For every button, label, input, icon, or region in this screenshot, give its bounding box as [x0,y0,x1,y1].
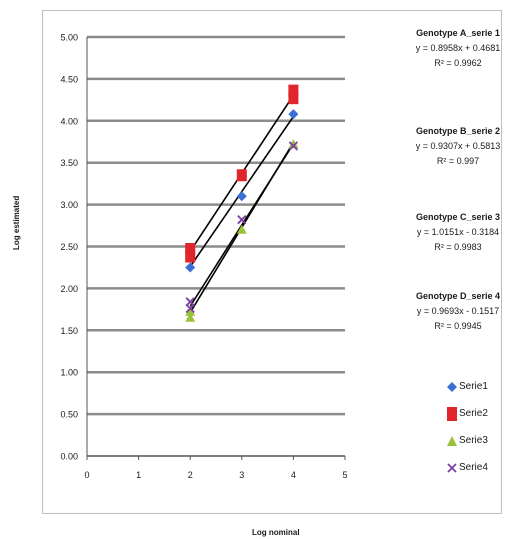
r-squared: R² = 0.9983 [434,242,482,252]
data-point-serie3 [185,312,196,322]
y-tick-label: 4.50 [60,74,78,84]
r-squared: R² = 0.9962 [434,58,482,68]
equation-text: y = 0.9307x + 0.5813 [415,141,501,151]
legend-label: Serie1 [459,381,488,392]
r-squared: R² = 0.997 [436,156,480,166]
y-tick-label: 3.00 [60,200,78,210]
data-point-serie2 [185,250,196,263]
legend-label: Serie3 [459,435,488,446]
legend-label: Serie2 [459,408,488,419]
equation-block-serie1: Genotype A_serie 1 y = 0.8958x + 0.4681 … [412,26,504,71]
r-squared: R² = 0.9945 [434,321,482,331]
equation-text: y = 0.9693x - 0.1517 [416,306,500,316]
y-tick-label: 1.00 [60,368,78,378]
data-point-serie2 [288,92,299,105]
triangle-marker-icon [447,436,457,446]
equation-title: Genotype D_serie 4 [415,291,501,301]
y-tick-label: 1.50 [60,326,78,336]
data-point-serie4 [288,141,299,151]
y-tick-label: 0.00 [60,452,78,462]
y-tick-label: 2.50 [60,242,78,252]
equation-text: y = 1.0151x - 0.3184 [416,227,500,237]
x-tick-label: 1 [136,470,141,480]
y-tick-label: 3.50 [60,158,78,168]
data-point-serie2 [236,169,247,182]
legend-label: Serie4 [459,462,488,473]
equation-block-serie4: Genotype D_serie 4 y = 0.9693x - 0.1517 … [412,289,504,334]
x-tick-label: 4 [291,470,296,480]
y-tick-label: 0.50 [60,410,78,420]
x-tick-label: 0 [84,470,89,480]
x-tick-label: 2 [188,470,193,480]
data-point-serie2 [185,243,196,256]
y-tick-label: 2.00 [60,284,78,294]
data-point-serie1 [288,109,299,120]
equation-block-serie2: Genotype B_serie 2 y = 0.9307x + 0.5813 … [412,124,504,169]
chart-frame [42,10,502,514]
x-tick-label: 5 [342,470,347,480]
y-tick-label: 4.00 [60,116,78,126]
square-marker-icon [447,407,457,421]
y-axis-label: Log estimated [12,195,21,250]
equation-title: Genotype C_serie 3 [415,212,501,222]
data-point-serie4 [237,215,247,225]
data-point-serie1 [185,262,196,273]
diamond-marker-icon [447,382,457,392]
data-point-serie4 [185,303,195,314]
data-point-serie4 [185,297,195,307]
x-axis-label: Log nominal [252,528,300,537]
equation-block-serie3: Genotype C_serie 3 y = 1.0151x - 0.3184 … [412,210,504,255]
data-point-serie1 [236,191,247,202]
y-tick-label: 5.00 [60,33,78,43]
x-tick-label: 3 [239,470,244,480]
data-point-serie2 [288,84,299,97]
data-point-serie3 [288,139,299,149]
data-point-serie3 [185,306,196,316]
equation-title: Genotype B_serie 2 [415,126,501,136]
x-marker-icon [447,463,457,473]
equation-text: y = 0.8958x + 0.4681 [415,43,501,53]
data-point-serie3 [236,224,247,234]
equation-title: Genotype A_serie 1 [416,28,500,38]
